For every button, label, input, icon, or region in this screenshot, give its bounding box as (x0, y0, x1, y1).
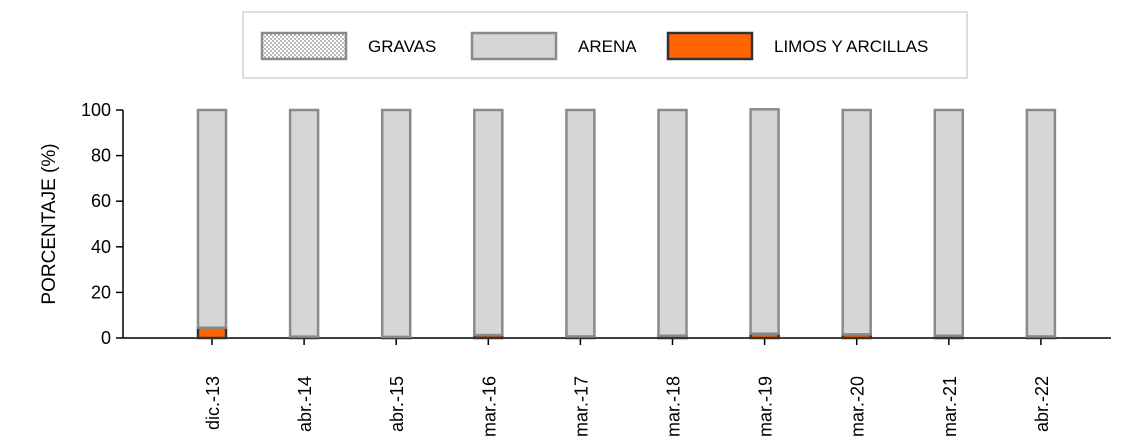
bar-segment-arena (749, 108, 780, 335)
x-tick-label: mar.-21 (940, 376, 960, 437)
x-tick-label: mar.-18 (664, 376, 684, 437)
legend-swatch (470, 31, 558, 61)
x-tick-label: mar.-19 (756, 376, 776, 437)
bar-segment-arena (473, 108, 504, 337)
legend-swatch (260, 31, 348, 61)
legend-label: LIMOS Y ARCILLAS (774, 37, 928, 56)
legend-box (242, 11, 968, 79)
legend: GRAVAS ARENA LIMOS Y ARCILLAS (242, 11, 968, 79)
y-tick-label: 20 (91, 282, 111, 302)
bar-segment-arena (196, 108, 228, 329)
bars (196, 108, 1057, 340)
axes: 0 20 40 60 80 100 dic.-13 abr.-14 abr.-15 mar.-1… (39, 100, 1111, 437)
bar-segment-limos-y-arcillas (196, 326, 228, 340)
bar-segment-arena (380, 108, 412, 339)
y-tick-label: 100 (81, 100, 111, 120)
x-tick-label: mar.-16 (479, 376, 499, 437)
bar-segment-arena (933, 108, 965, 337)
bar-segment-arena (657, 108, 688, 337)
y-tick-label: 0 (101, 328, 111, 348)
bar-segment-arena (841, 108, 872, 336)
bar-segment-arena (1025, 108, 1057, 338)
legend-label: GRAVAS (368, 37, 436, 56)
legend-swatch (666, 31, 754, 61)
y-tick-label: 80 (91, 146, 111, 166)
legend-label: ARENA (578, 37, 637, 56)
x-tick-label: abr.-14 (295, 376, 315, 432)
y-tick-label: 40 (91, 237, 111, 257)
y-axis-label: PORCENTAJE (%) (39, 143, 60, 304)
bar-segment-arena (288, 108, 320, 338)
x-tick-label: abr.-22 (1032, 376, 1052, 432)
bar-segment-arena (565, 108, 596, 338)
x-tick-label: mar.-17 (571, 376, 591, 437)
x-tick-label: dic.-13 (203, 376, 223, 430)
x-tick-label: mar.-20 (848, 376, 868, 437)
x-tick-label: abr.-15 (387, 376, 407, 432)
y-tick-label: 60 (91, 191, 111, 211)
